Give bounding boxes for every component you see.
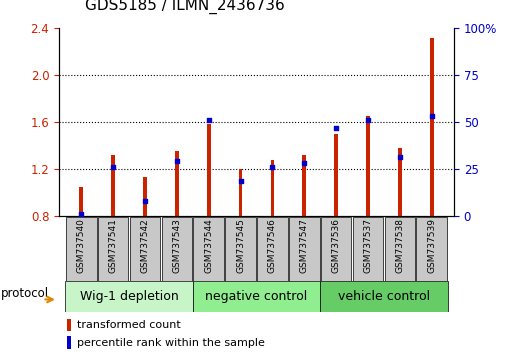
Text: GSM737542: GSM737542 xyxy=(141,218,149,273)
Text: protocol: protocol xyxy=(1,287,49,300)
Bar xyxy=(111,155,115,216)
Bar xyxy=(239,169,243,216)
FancyBboxPatch shape xyxy=(321,217,351,281)
FancyBboxPatch shape xyxy=(193,217,224,281)
FancyBboxPatch shape xyxy=(385,217,415,281)
Text: GSM737540: GSM737540 xyxy=(77,218,86,273)
Bar xyxy=(398,148,402,216)
Text: GSM737543: GSM737543 xyxy=(172,218,182,273)
Bar xyxy=(175,152,179,216)
Text: GSM737538: GSM737538 xyxy=(396,218,404,273)
Text: GSM737546: GSM737546 xyxy=(268,218,277,273)
Text: transformed count: transformed count xyxy=(77,320,181,330)
Text: GSM737541: GSM737541 xyxy=(109,218,117,273)
FancyBboxPatch shape xyxy=(417,217,447,281)
Point xyxy=(364,117,372,122)
Bar xyxy=(366,116,370,216)
Bar xyxy=(207,125,211,216)
Text: vehicle control: vehicle control xyxy=(338,290,430,303)
Text: GSM737545: GSM737545 xyxy=(236,218,245,273)
Bar xyxy=(143,177,147,216)
Point xyxy=(205,117,213,122)
FancyBboxPatch shape xyxy=(130,217,160,281)
Bar xyxy=(67,336,71,349)
FancyBboxPatch shape xyxy=(289,217,320,281)
Bar xyxy=(80,187,83,216)
FancyBboxPatch shape xyxy=(353,217,383,281)
Point xyxy=(77,211,85,216)
Text: GSM737544: GSM737544 xyxy=(204,218,213,273)
Point xyxy=(173,158,181,164)
Text: GSM737537: GSM737537 xyxy=(364,218,372,273)
FancyBboxPatch shape xyxy=(193,281,320,312)
FancyBboxPatch shape xyxy=(225,217,256,281)
Text: GSM737547: GSM737547 xyxy=(300,218,309,273)
Point xyxy=(236,178,245,184)
Text: GSM737539: GSM737539 xyxy=(427,218,436,273)
Point xyxy=(300,160,308,166)
Point xyxy=(428,113,436,119)
Text: percentile rank within the sample: percentile rank within the sample xyxy=(77,338,265,348)
Text: GDS5185 / ILMN_2436736: GDS5185 / ILMN_2436736 xyxy=(85,0,284,14)
FancyBboxPatch shape xyxy=(257,217,288,281)
Text: negative control: negative control xyxy=(205,290,308,303)
Bar xyxy=(270,160,274,216)
Bar xyxy=(430,38,433,216)
FancyBboxPatch shape xyxy=(65,281,193,312)
Point xyxy=(109,164,117,170)
FancyBboxPatch shape xyxy=(98,217,128,281)
Bar xyxy=(67,319,71,331)
Point xyxy=(332,125,340,131)
FancyBboxPatch shape xyxy=(320,281,448,312)
Bar xyxy=(334,134,338,216)
Text: Wig-1 depletion: Wig-1 depletion xyxy=(80,290,179,303)
FancyBboxPatch shape xyxy=(66,217,96,281)
Bar xyxy=(302,155,306,216)
Text: GSM737536: GSM737536 xyxy=(331,218,341,273)
Point xyxy=(141,198,149,204)
Point xyxy=(396,154,404,160)
Point xyxy=(268,164,277,170)
FancyBboxPatch shape xyxy=(162,217,192,281)
